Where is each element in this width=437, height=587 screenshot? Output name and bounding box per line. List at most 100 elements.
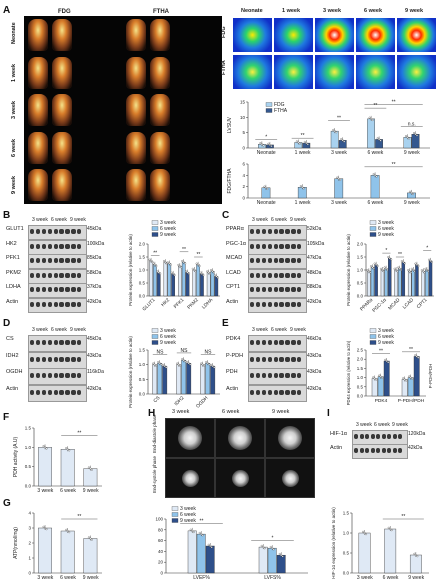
data-point bbox=[281, 555, 284, 558]
panel-label-a: A bbox=[3, 5, 11, 16]
legend-swatch bbox=[369, 232, 377, 237]
data-point bbox=[162, 363, 165, 366]
blot-band bbox=[273, 243, 278, 249]
bar bbox=[330, 130, 339, 149]
blot-band bbox=[65, 258, 70, 263]
blot-row-label: P-PDH bbox=[226, 352, 244, 359]
data-point bbox=[262, 546, 265, 549]
legend-swatch bbox=[171, 518, 179, 523]
significance-mark: ** bbox=[379, 349, 383, 355]
blot-band bbox=[53, 272, 58, 278]
data-point bbox=[155, 265, 158, 267]
blot-band bbox=[285, 373, 290, 378]
bar bbox=[267, 547, 277, 574]
blot-band bbox=[250, 356, 255, 362]
blot-band bbox=[267, 243, 273, 249]
blot-band bbox=[35, 356, 41, 362]
data-point bbox=[200, 533, 203, 536]
data-point bbox=[414, 554, 417, 556]
data-point bbox=[302, 187, 305, 190]
blot-band bbox=[41, 373, 47, 378]
legend-swatch bbox=[265, 108, 273, 113]
bar bbox=[205, 545, 215, 574]
significance-mark: * bbox=[426, 246, 428, 252]
y-tick-label: 2 bbox=[28, 541, 31, 546]
y-axis-label: HIF-1α expression (relative to actin) bbox=[331, 507, 336, 579]
chart-c-fao: 0.0 0.5 1.0 1.5 2.0 Protein expression (relat… bbox=[346, 220, 434, 314]
bar bbox=[38, 447, 52, 487]
data-point bbox=[186, 361, 189, 363]
blot-band bbox=[285, 356, 290, 362]
data-point bbox=[372, 376, 375, 379]
blot-band bbox=[59, 340, 64, 345]
y-axis-label: PDK4 expression (relative to actin) bbox=[346, 340, 351, 405]
bar bbox=[196, 533, 206, 574]
x-tick-label: 6 week bbox=[383, 575, 399, 581]
legend-swatch bbox=[265, 102, 273, 107]
blot-band bbox=[291, 389, 296, 395]
blot-band bbox=[59, 356, 64, 362]
x-tick-label: P-PDH/PDH bbox=[398, 398, 425, 404]
blot-col-label: 6 week bbox=[374, 422, 390, 428]
y-tick-label: 2.5 bbox=[357, 348, 364, 353]
pet-row-label: 6 week bbox=[11, 138, 17, 157]
blot-band bbox=[53, 243, 58, 249]
data-point bbox=[414, 262, 417, 265]
data-point bbox=[406, 136, 409, 139]
significance-mark: NS bbox=[205, 349, 213, 355]
data-point bbox=[189, 528, 192, 531]
y-tick-label: 15 bbox=[240, 100, 246, 105]
blot-col-label: 3 week bbox=[252, 217, 268, 223]
y-tick-label: 1 bbox=[28, 556, 31, 561]
data-point bbox=[409, 376, 412, 379]
pet-row-label: 3 week bbox=[11, 101, 17, 120]
x-tick-label: LVEF% bbox=[193, 575, 210, 581]
blot-band bbox=[291, 272, 296, 278]
significance-mark: n.s. bbox=[408, 122, 416, 128]
blot-kda: 48kDa bbox=[307, 269, 322, 276]
data-point bbox=[192, 531, 195, 534]
blot-band bbox=[53, 229, 58, 234]
bar bbox=[407, 271, 412, 297]
data-point bbox=[370, 117, 373, 120]
blot-band bbox=[279, 389, 284, 395]
data-point bbox=[210, 363, 213, 366]
bar bbox=[388, 258, 392, 297]
significance-mark: ** bbox=[337, 115, 341, 121]
pet-scan-image bbox=[126, 94, 146, 127]
blot-band bbox=[261, 229, 267, 234]
blot-band bbox=[285, 258, 290, 263]
data-point bbox=[390, 529, 393, 532]
data-point bbox=[431, 261, 433, 264]
data-point bbox=[42, 525, 45, 528]
data-point bbox=[414, 354, 417, 357]
blot-band bbox=[41, 229, 47, 234]
data-point bbox=[332, 128, 335, 131]
y-tick-label: 3 bbox=[28, 526, 31, 531]
bar bbox=[153, 264, 157, 297]
x-tick-label: CPT1 bbox=[416, 297, 429, 310]
blot-kda: 45kDa bbox=[87, 226, 102, 232]
data-point bbox=[169, 263, 172, 266]
data-point bbox=[65, 447, 68, 450]
blot-band bbox=[59, 243, 64, 249]
heat-map-image bbox=[274, 55, 313, 89]
bar bbox=[367, 271, 371, 297]
blot-band bbox=[255, 272, 261, 278]
significance-mark: NS bbox=[181, 348, 189, 354]
bar bbox=[186, 363, 192, 395]
bar bbox=[83, 538, 98, 574]
y-tick-label: 2 bbox=[242, 184, 245, 189]
bar bbox=[187, 530, 197, 574]
significance-mark: ** bbox=[301, 133, 305, 139]
blot-band bbox=[285, 272, 290, 278]
y-tick-label: 1.0 bbox=[343, 531, 350, 536]
data-point bbox=[184, 360, 187, 363]
data-point bbox=[176, 362, 179, 365]
data-point bbox=[362, 530, 364, 533]
significance-mark: ** bbox=[153, 251, 157, 257]
heart-ventricle bbox=[181, 469, 199, 487]
blot-band bbox=[77, 356, 82, 362]
data-point bbox=[89, 467, 92, 470]
data-point bbox=[412, 193, 414, 196]
